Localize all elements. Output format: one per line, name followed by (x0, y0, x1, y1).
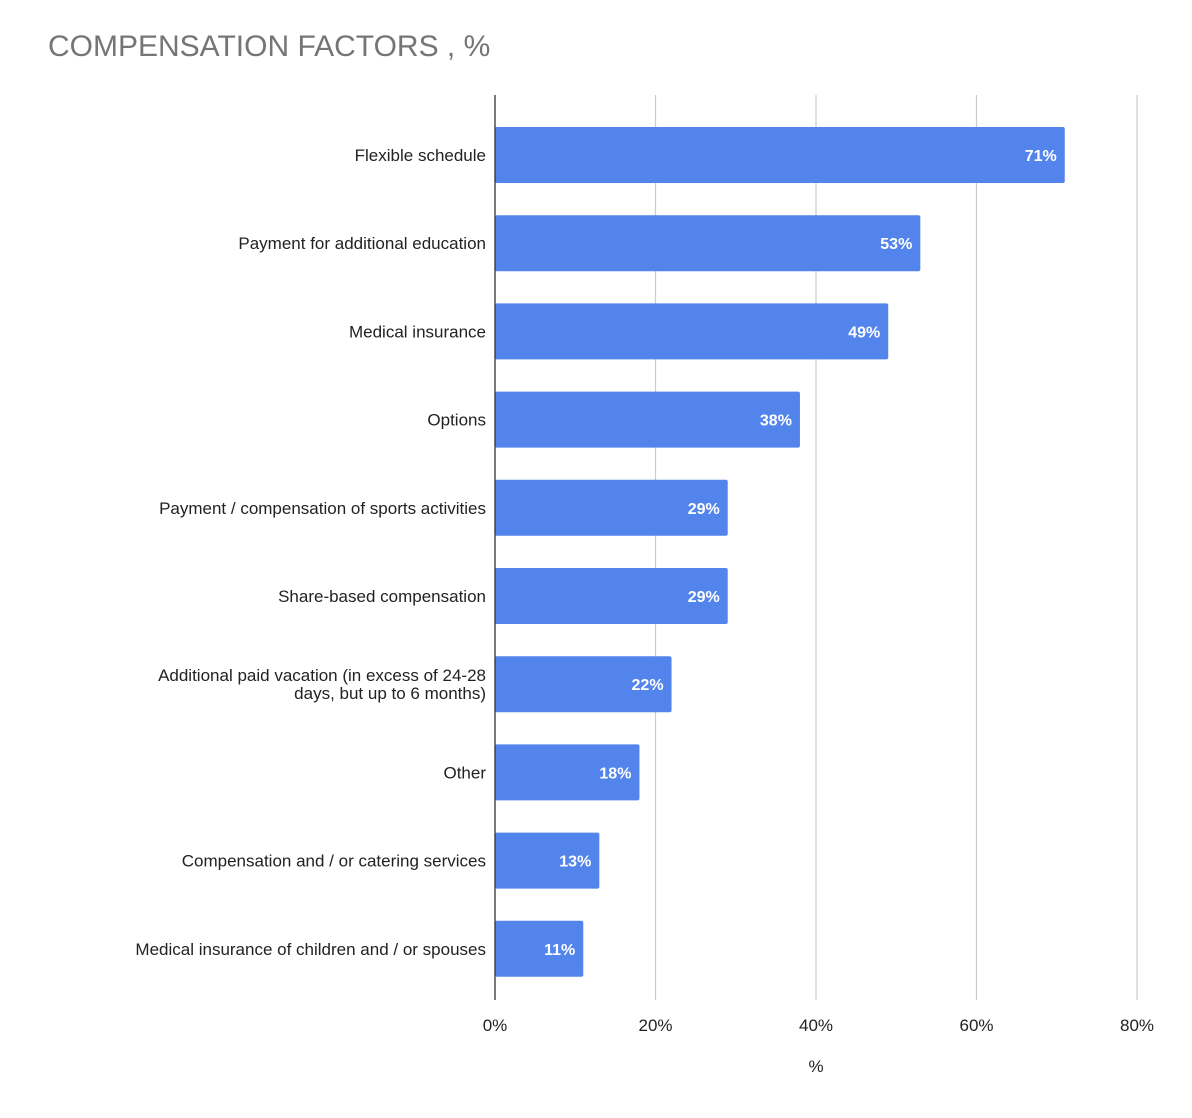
x-axis-title: % (808, 1057, 823, 1076)
bar (495, 920, 584, 977)
bar (495, 832, 600, 889)
category-labels: Flexible schedule Payment for additional … (135, 146, 486, 959)
data-label: 53% (880, 236, 912, 253)
category-label: Share-based compensation (278, 587, 486, 606)
bar (495, 479, 728, 536)
bar (495, 391, 800, 448)
data-label: 18% (599, 765, 631, 782)
x-axis-tick-labels: 0% 20% 40% 60% 80% (483, 1016, 1154, 1035)
x-tick-label: 80% (1120, 1016, 1154, 1035)
category-label: Flexible schedule (355, 146, 486, 165)
x-tick-label: 0% (483, 1016, 508, 1035)
category-label: Compensation and / or catering services (182, 852, 486, 871)
category-label: Options (427, 411, 486, 430)
bar (495, 744, 640, 801)
bar (495, 568, 728, 624)
bar (495, 215, 921, 272)
category-label: Payment / compensation of sports activit… (159, 499, 486, 518)
bar (495, 656, 672, 713)
category-label: Medical insurance (349, 322, 486, 341)
data-label: 13% (559, 854, 591, 871)
data-label: 71% (1025, 148, 1057, 165)
bar (495, 127, 1065, 183)
category-label: Payment for additional education (238, 234, 486, 253)
bars: 71% 53% 49% 38% 29% 29% 22% 18% 13% 11% (495, 127, 1065, 977)
x-tick-label: 60% (959, 1016, 993, 1035)
x-tick-label: 20% (638, 1016, 672, 1035)
data-label: 29% (688, 501, 720, 518)
category-label: Other (443, 763, 486, 782)
x-tick-label: 40% (799, 1016, 833, 1035)
bar (495, 303, 889, 360)
data-label: 22% (632, 677, 664, 694)
data-label: 29% (688, 589, 720, 606)
category-label: Medical insurance of children and / or s… (135, 940, 486, 959)
data-label: 49% (848, 324, 880, 341)
data-label: 38% (760, 413, 792, 430)
category-label: Additional paid vacation (in excess of 2… (158, 666, 486, 703)
data-label: 11% (544, 942, 575, 959)
chart-title: COMPENSATION FACTORS , % (48, 30, 491, 63)
